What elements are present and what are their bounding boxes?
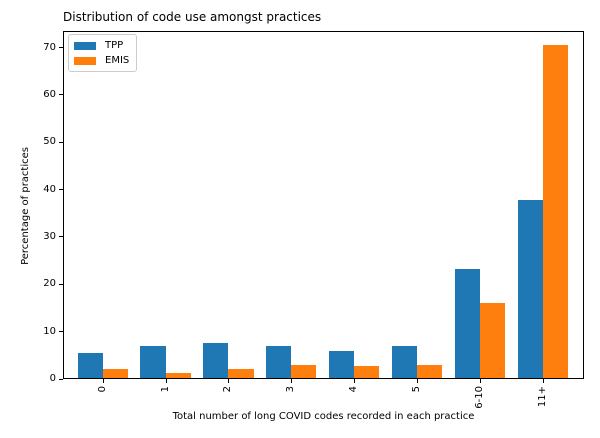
x-tick-mark xyxy=(165,379,167,383)
x-tick-label: 11+ xyxy=(536,386,548,408)
bar-tpp-2 xyxy=(203,343,229,378)
legend-swatch-tpp xyxy=(74,41,96,50)
legend-item: EMIS xyxy=(74,55,129,66)
bar-tpp-0 xyxy=(77,353,103,378)
y-tick-mark xyxy=(59,189,63,191)
x-tick-label: 3 xyxy=(285,386,297,393)
bar-emis-1 xyxy=(165,372,191,378)
bar-tpp-5 xyxy=(391,345,417,378)
bar-tpp-6-10 xyxy=(454,269,480,378)
y-tick-label: 10 xyxy=(43,325,56,337)
x-tick-label: 6-10 xyxy=(473,386,485,409)
x-tick-mark xyxy=(354,379,356,383)
x-tick-mark xyxy=(291,379,293,383)
bar-tpp-1 xyxy=(140,346,166,378)
y-tick-label: 50 xyxy=(43,136,56,148)
x-axis-label: Total number of long COVID codes recorde… xyxy=(172,411,475,422)
x-tick-mark xyxy=(102,379,104,383)
x-tick-label: 0 xyxy=(96,386,108,393)
x-tick-label: 4 xyxy=(348,386,360,393)
x-tick-mark xyxy=(542,379,544,383)
legend-item-label: EMIS xyxy=(105,55,130,66)
x-tick-mark xyxy=(416,379,418,383)
bar-tpp-3 xyxy=(266,345,292,378)
plot-area: TPP EMIS xyxy=(63,31,584,379)
y-tick-label: 40 xyxy=(43,183,56,195)
chart-title: Distribution of code use amongst practic… xyxy=(63,10,322,24)
y-tick-mark xyxy=(59,378,63,380)
legend: TPP EMIS xyxy=(68,34,138,72)
bar-tpp-11+ xyxy=(517,200,543,378)
legend-item: TPP xyxy=(74,40,129,51)
y-tick-mark xyxy=(59,236,63,238)
bar-emis-2 xyxy=(228,368,254,378)
bar-emis-4 xyxy=(354,365,380,378)
y-tick-label: 70 xyxy=(43,41,56,53)
x-tick-mark xyxy=(228,379,230,383)
y-tick-mark xyxy=(59,331,63,333)
legend-swatch-emis xyxy=(74,56,96,65)
x-tick-mark xyxy=(479,379,481,383)
bar-emis-6-10 xyxy=(479,303,505,378)
legend-item-label: TPP xyxy=(105,40,124,51)
x-tick-label: 5 xyxy=(410,386,422,393)
bar-emis-0 xyxy=(102,368,128,378)
y-tick-mark xyxy=(59,94,63,96)
x-tick-label: 1 xyxy=(159,386,171,393)
y-tick-label: 60 xyxy=(43,88,56,100)
y-tick-label: 20 xyxy=(43,278,56,290)
x-tick-label: 2 xyxy=(222,386,234,393)
bar-emis-5 xyxy=(416,364,443,378)
y-tick-label: 0 xyxy=(49,373,56,384)
bar-emis-11+ xyxy=(542,44,568,378)
bar-emis-3 xyxy=(291,365,317,378)
y-tick-mark xyxy=(59,141,63,143)
y-tick-mark xyxy=(59,47,63,49)
bar-tpp-4 xyxy=(328,350,355,378)
y-axis-label: Percentage of practices xyxy=(20,147,31,265)
y-tick-mark xyxy=(59,283,63,285)
y-tick-label: 30 xyxy=(43,230,56,242)
